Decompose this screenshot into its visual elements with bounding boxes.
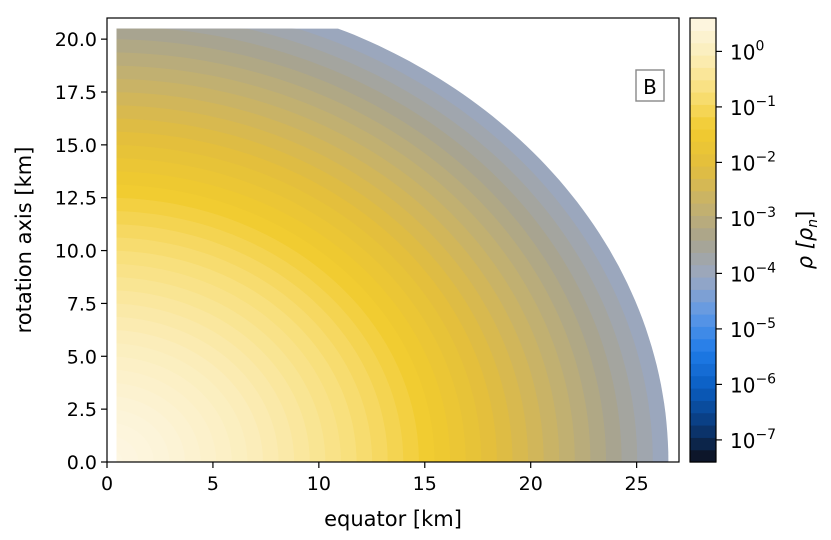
colorbar-tick-label: 10−2 xyxy=(730,149,776,175)
panel-label-box: B xyxy=(635,69,665,102)
colorbar-band xyxy=(690,449,716,463)
colorbar-band xyxy=(690,289,716,303)
colorbar-band xyxy=(690,178,716,192)
colorbar-band xyxy=(690,400,716,414)
colorbar-tick-label: 100 xyxy=(730,38,764,64)
x-tick-label: 20 xyxy=(519,473,543,495)
colorbar-frame xyxy=(689,17,717,463)
colorbar-band xyxy=(690,79,716,93)
x-tick-label: 5 xyxy=(207,473,219,495)
colorbar-tick-label: 10−5 xyxy=(730,316,776,342)
colorbar-band xyxy=(690,227,716,241)
colorbar-tick-label: 10−1 xyxy=(730,94,776,120)
density-level-band xyxy=(116,448,123,462)
colorbar-band xyxy=(690,412,716,426)
colorbar-band xyxy=(690,301,716,315)
y-tick-label: 12.5 xyxy=(55,188,97,210)
x-axis-ticks: 0 5 10 15 20 25 xyxy=(101,462,649,495)
colorbar-band xyxy=(690,351,716,364)
colorbar-label: ρ [ρn] xyxy=(793,211,821,270)
colorbar-band xyxy=(690,18,716,31)
colorbar: 100 10−1 10−2 10−3 10−4 10−5 10−6 10−7 ρ [ρn] xyxy=(689,17,821,463)
x-tick-label: 10 xyxy=(307,473,331,495)
x-tick-label: 0 xyxy=(101,473,113,495)
colorbar-band xyxy=(690,141,716,155)
colorbar-band xyxy=(690,437,716,451)
density-contour-bands xyxy=(116,28,669,462)
colorbar-band xyxy=(690,277,716,290)
colorbar-band xyxy=(690,116,716,130)
colorbar-tick-label: 10−7 xyxy=(730,427,776,453)
plot-area xyxy=(106,17,680,463)
y-tick-label: 10.0 xyxy=(55,241,97,263)
colorbar-band xyxy=(690,92,716,105)
colorbar-band xyxy=(690,375,716,389)
y-tick-label: 5.0 xyxy=(67,346,97,368)
y-tick-label: 0.0 xyxy=(67,452,97,474)
colorbar-tick-label: 10−4 xyxy=(730,260,776,286)
colorbar-band xyxy=(690,314,716,327)
colorbar-band xyxy=(690,363,716,377)
y-tick-label: 17.5 xyxy=(55,82,97,104)
colorbar-band xyxy=(690,252,716,266)
x-tick-label: 25 xyxy=(625,473,649,495)
colorbar-band xyxy=(690,166,716,179)
colorbar-band xyxy=(690,425,716,438)
colorbar-band xyxy=(690,129,716,142)
y-axis-label: rotation axis [km] xyxy=(12,147,36,334)
colorbar-band xyxy=(690,67,716,81)
y-tick-label: 2.5 xyxy=(67,399,97,421)
colorbar-bands xyxy=(690,18,716,463)
panel-label: B xyxy=(643,75,657,99)
plot-frame xyxy=(106,17,680,463)
colorbar-ticks: 100 10−1 10−2 10−3 10−4 10−5 10−6 10−7 xyxy=(716,38,776,453)
density-level-band xyxy=(116,435,139,462)
colorbar-band xyxy=(690,190,716,204)
colorbar-band xyxy=(690,326,716,340)
colorbar-band xyxy=(690,30,716,44)
x-axis-label: equator [km] xyxy=(324,507,462,531)
y-tick-label: 15.0 xyxy=(55,135,97,157)
colorbar-tick-label: 10−3 xyxy=(730,205,776,231)
colorbar-tick-label: 10−6 xyxy=(730,371,776,397)
y-tick-label: 20.0 xyxy=(55,29,97,51)
colorbar-band xyxy=(690,338,716,352)
colorbar-band xyxy=(690,153,716,167)
colorbar-band xyxy=(690,240,716,253)
colorbar-band xyxy=(690,388,716,401)
colorbar-band xyxy=(690,104,716,118)
y-axis-ticks: 0.0 2.5 5.0 7.5 10.0 12.5 15.0 17.5 20.0 xyxy=(55,29,107,474)
colorbar-band xyxy=(690,264,716,278)
y-tick-label: 7.5 xyxy=(67,293,97,315)
x-tick-label: 15 xyxy=(413,473,437,495)
colorbar-band xyxy=(690,215,716,229)
colorbar-band xyxy=(690,55,716,68)
colorbar-band xyxy=(690,42,716,56)
colorbar-band xyxy=(690,203,716,216)
